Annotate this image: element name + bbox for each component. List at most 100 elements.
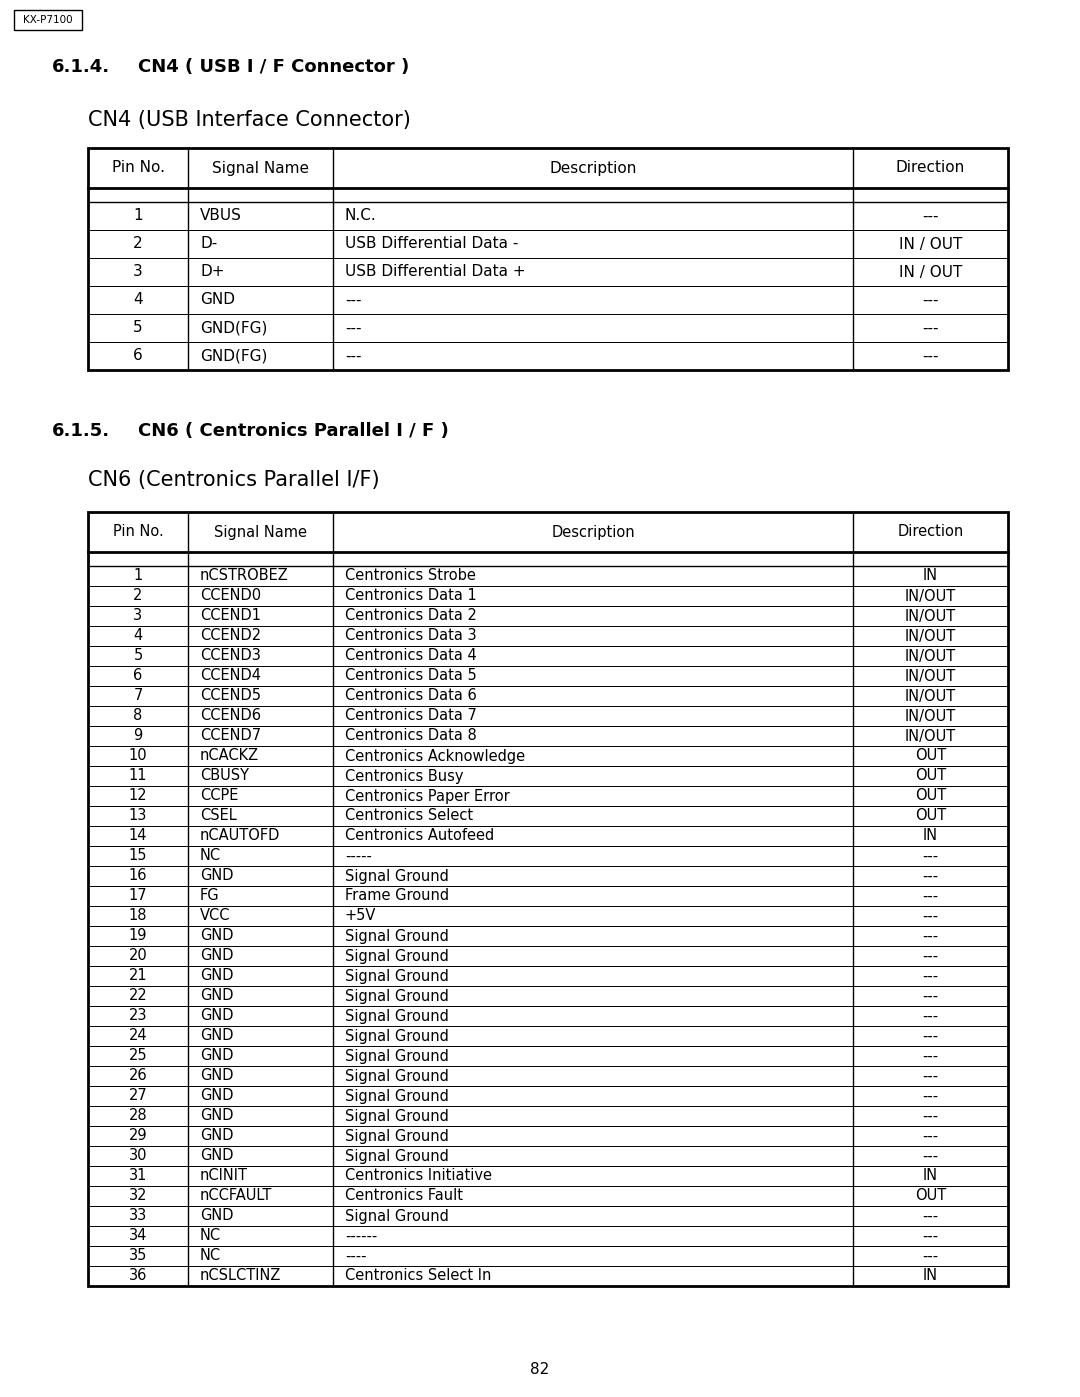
Text: Centronics Autofeed: Centronics Autofeed xyxy=(345,828,495,844)
Text: Centronics Acknowledge: Centronics Acknowledge xyxy=(345,749,525,764)
Text: nCSTROBEZ: nCSTROBEZ xyxy=(200,569,288,584)
Text: VCC: VCC xyxy=(200,908,230,923)
Text: ---: --- xyxy=(922,929,939,943)
Text: 6: 6 xyxy=(133,669,143,683)
Text: 9: 9 xyxy=(133,728,143,743)
Text: ---: --- xyxy=(345,292,362,307)
Text: NC: NC xyxy=(200,1249,221,1263)
Text: 2: 2 xyxy=(133,588,143,604)
Text: ---: --- xyxy=(922,208,939,224)
Text: GND: GND xyxy=(200,1129,233,1144)
Text: Centronics Select In: Centronics Select In xyxy=(345,1268,491,1284)
Text: 6: 6 xyxy=(133,348,143,363)
Text: VBUS: VBUS xyxy=(200,208,242,224)
Text: Pin No.: Pin No. xyxy=(112,524,163,539)
Text: 12: 12 xyxy=(129,788,147,803)
Text: 11: 11 xyxy=(129,768,147,784)
Text: ---: --- xyxy=(922,1049,939,1063)
Text: ---: --- xyxy=(922,1009,939,1024)
Text: 35: 35 xyxy=(129,1249,147,1263)
Text: KX-P7100: KX-P7100 xyxy=(23,15,72,25)
Text: Direction: Direction xyxy=(897,524,963,539)
Text: Centronics Select: Centronics Select xyxy=(345,809,473,823)
Text: Signal Ground: Signal Ground xyxy=(345,1049,449,1063)
Text: GND(FG): GND(FG) xyxy=(200,348,268,363)
Text: Signal Ground: Signal Ground xyxy=(345,1069,449,1084)
Text: Signal Ground: Signal Ground xyxy=(345,1129,449,1144)
Text: GND: GND xyxy=(200,292,235,307)
Text: ---: --- xyxy=(922,1129,939,1144)
Text: 82: 82 xyxy=(530,1362,550,1377)
Text: 17: 17 xyxy=(129,888,147,904)
Text: GND: GND xyxy=(200,1088,233,1104)
Text: CCPE: CCPE xyxy=(200,788,239,803)
Text: Description: Description xyxy=(550,161,637,176)
Text: GND: GND xyxy=(200,1208,233,1224)
Text: CSEL: CSEL xyxy=(200,809,237,823)
Text: CN4 (USB Interface Connector): CN4 (USB Interface Connector) xyxy=(87,110,410,130)
Text: OUT: OUT xyxy=(915,788,946,803)
Text: 33: 33 xyxy=(129,1208,147,1224)
Text: nCSLCTINZ: nCSLCTINZ xyxy=(200,1268,282,1284)
Text: 23: 23 xyxy=(129,1009,147,1024)
Text: Centronics Paper Error: Centronics Paper Error xyxy=(345,788,510,803)
Text: ---: --- xyxy=(922,348,939,363)
Text: ---: --- xyxy=(922,908,939,923)
Text: Signal Ground: Signal Ground xyxy=(345,869,449,883)
Text: Centronics Fault: Centronics Fault xyxy=(345,1189,463,1203)
Text: nCCFAULT: nCCFAULT xyxy=(200,1189,272,1203)
Text: ---: --- xyxy=(922,989,939,1003)
Text: Centronics Initiative: Centronics Initiative xyxy=(345,1168,492,1183)
Text: CCEND3: CCEND3 xyxy=(200,648,261,664)
Text: 19: 19 xyxy=(129,929,147,943)
Text: 26: 26 xyxy=(129,1069,147,1084)
FancyBboxPatch shape xyxy=(87,148,1008,370)
Text: D+: D+ xyxy=(200,264,225,279)
Text: nCAUTOFD: nCAUTOFD xyxy=(200,828,281,844)
Text: Direction: Direction xyxy=(896,161,966,176)
Text: ---: --- xyxy=(922,320,939,335)
Text: ---: --- xyxy=(922,292,939,307)
Text: IN / OUT: IN / OUT xyxy=(899,264,962,279)
Text: Signal Name: Signal Name xyxy=(212,161,309,176)
Text: Centronics Data 5: Centronics Data 5 xyxy=(345,669,476,683)
Text: ---: --- xyxy=(922,1069,939,1084)
Text: Centronics Data 6: Centronics Data 6 xyxy=(345,689,476,704)
Text: 6.1.5.: 6.1.5. xyxy=(52,422,110,440)
Text: 30: 30 xyxy=(129,1148,147,1164)
Text: CCEND1: CCEND1 xyxy=(200,609,261,623)
Text: FG: FG xyxy=(200,888,219,904)
Text: Signal Ground: Signal Ground xyxy=(345,1108,449,1123)
Text: 5: 5 xyxy=(133,648,143,664)
Text: GND: GND xyxy=(200,1049,233,1063)
Text: Signal Ground: Signal Ground xyxy=(345,1028,449,1044)
Text: USB Differential Data -: USB Differential Data - xyxy=(345,236,518,251)
Text: ---: --- xyxy=(922,848,939,863)
Text: IN/OUT: IN/OUT xyxy=(905,689,956,704)
Text: OUT: OUT xyxy=(915,768,946,784)
Text: GND: GND xyxy=(200,989,233,1003)
Text: 16: 16 xyxy=(129,869,147,883)
Text: Pin No.: Pin No. xyxy=(111,161,164,176)
Text: CCEND7: CCEND7 xyxy=(200,728,261,743)
Text: Description: Description xyxy=(551,524,635,539)
Text: IN/OUT: IN/OUT xyxy=(905,629,956,644)
Text: CCEND5: CCEND5 xyxy=(200,689,261,704)
Text: CCEND2: CCEND2 xyxy=(200,629,261,644)
Text: 13: 13 xyxy=(129,809,147,823)
Text: 14: 14 xyxy=(129,828,147,844)
Text: IN / OUT: IN / OUT xyxy=(899,236,962,251)
Text: 22: 22 xyxy=(129,989,147,1003)
Text: 34: 34 xyxy=(129,1228,147,1243)
Text: OUT: OUT xyxy=(915,809,946,823)
Text: GND: GND xyxy=(200,949,233,964)
Text: Centronics Data 8: Centronics Data 8 xyxy=(345,728,476,743)
Text: GND: GND xyxy=(200,1069,233,1084)
Text: ---: --- xyxy=(922,1088,939,1104)
Text: Centronics Data 1: Centronics Data 1 xyxy=(345,588,476,604)
FancyBboxPatch shape xyxy=(14,10,82,29)
Text: 32: 32 xyxy=(129,1189,147,1203)
Text: nCINIT: nCINIT xyxy=(200,1168,248,1183)
Text: ---: --- xyxy=(922,1148,939,1164)
Text: Centronics Data 4: Centronics Data 4 xyxy=(345,648,476,664)
